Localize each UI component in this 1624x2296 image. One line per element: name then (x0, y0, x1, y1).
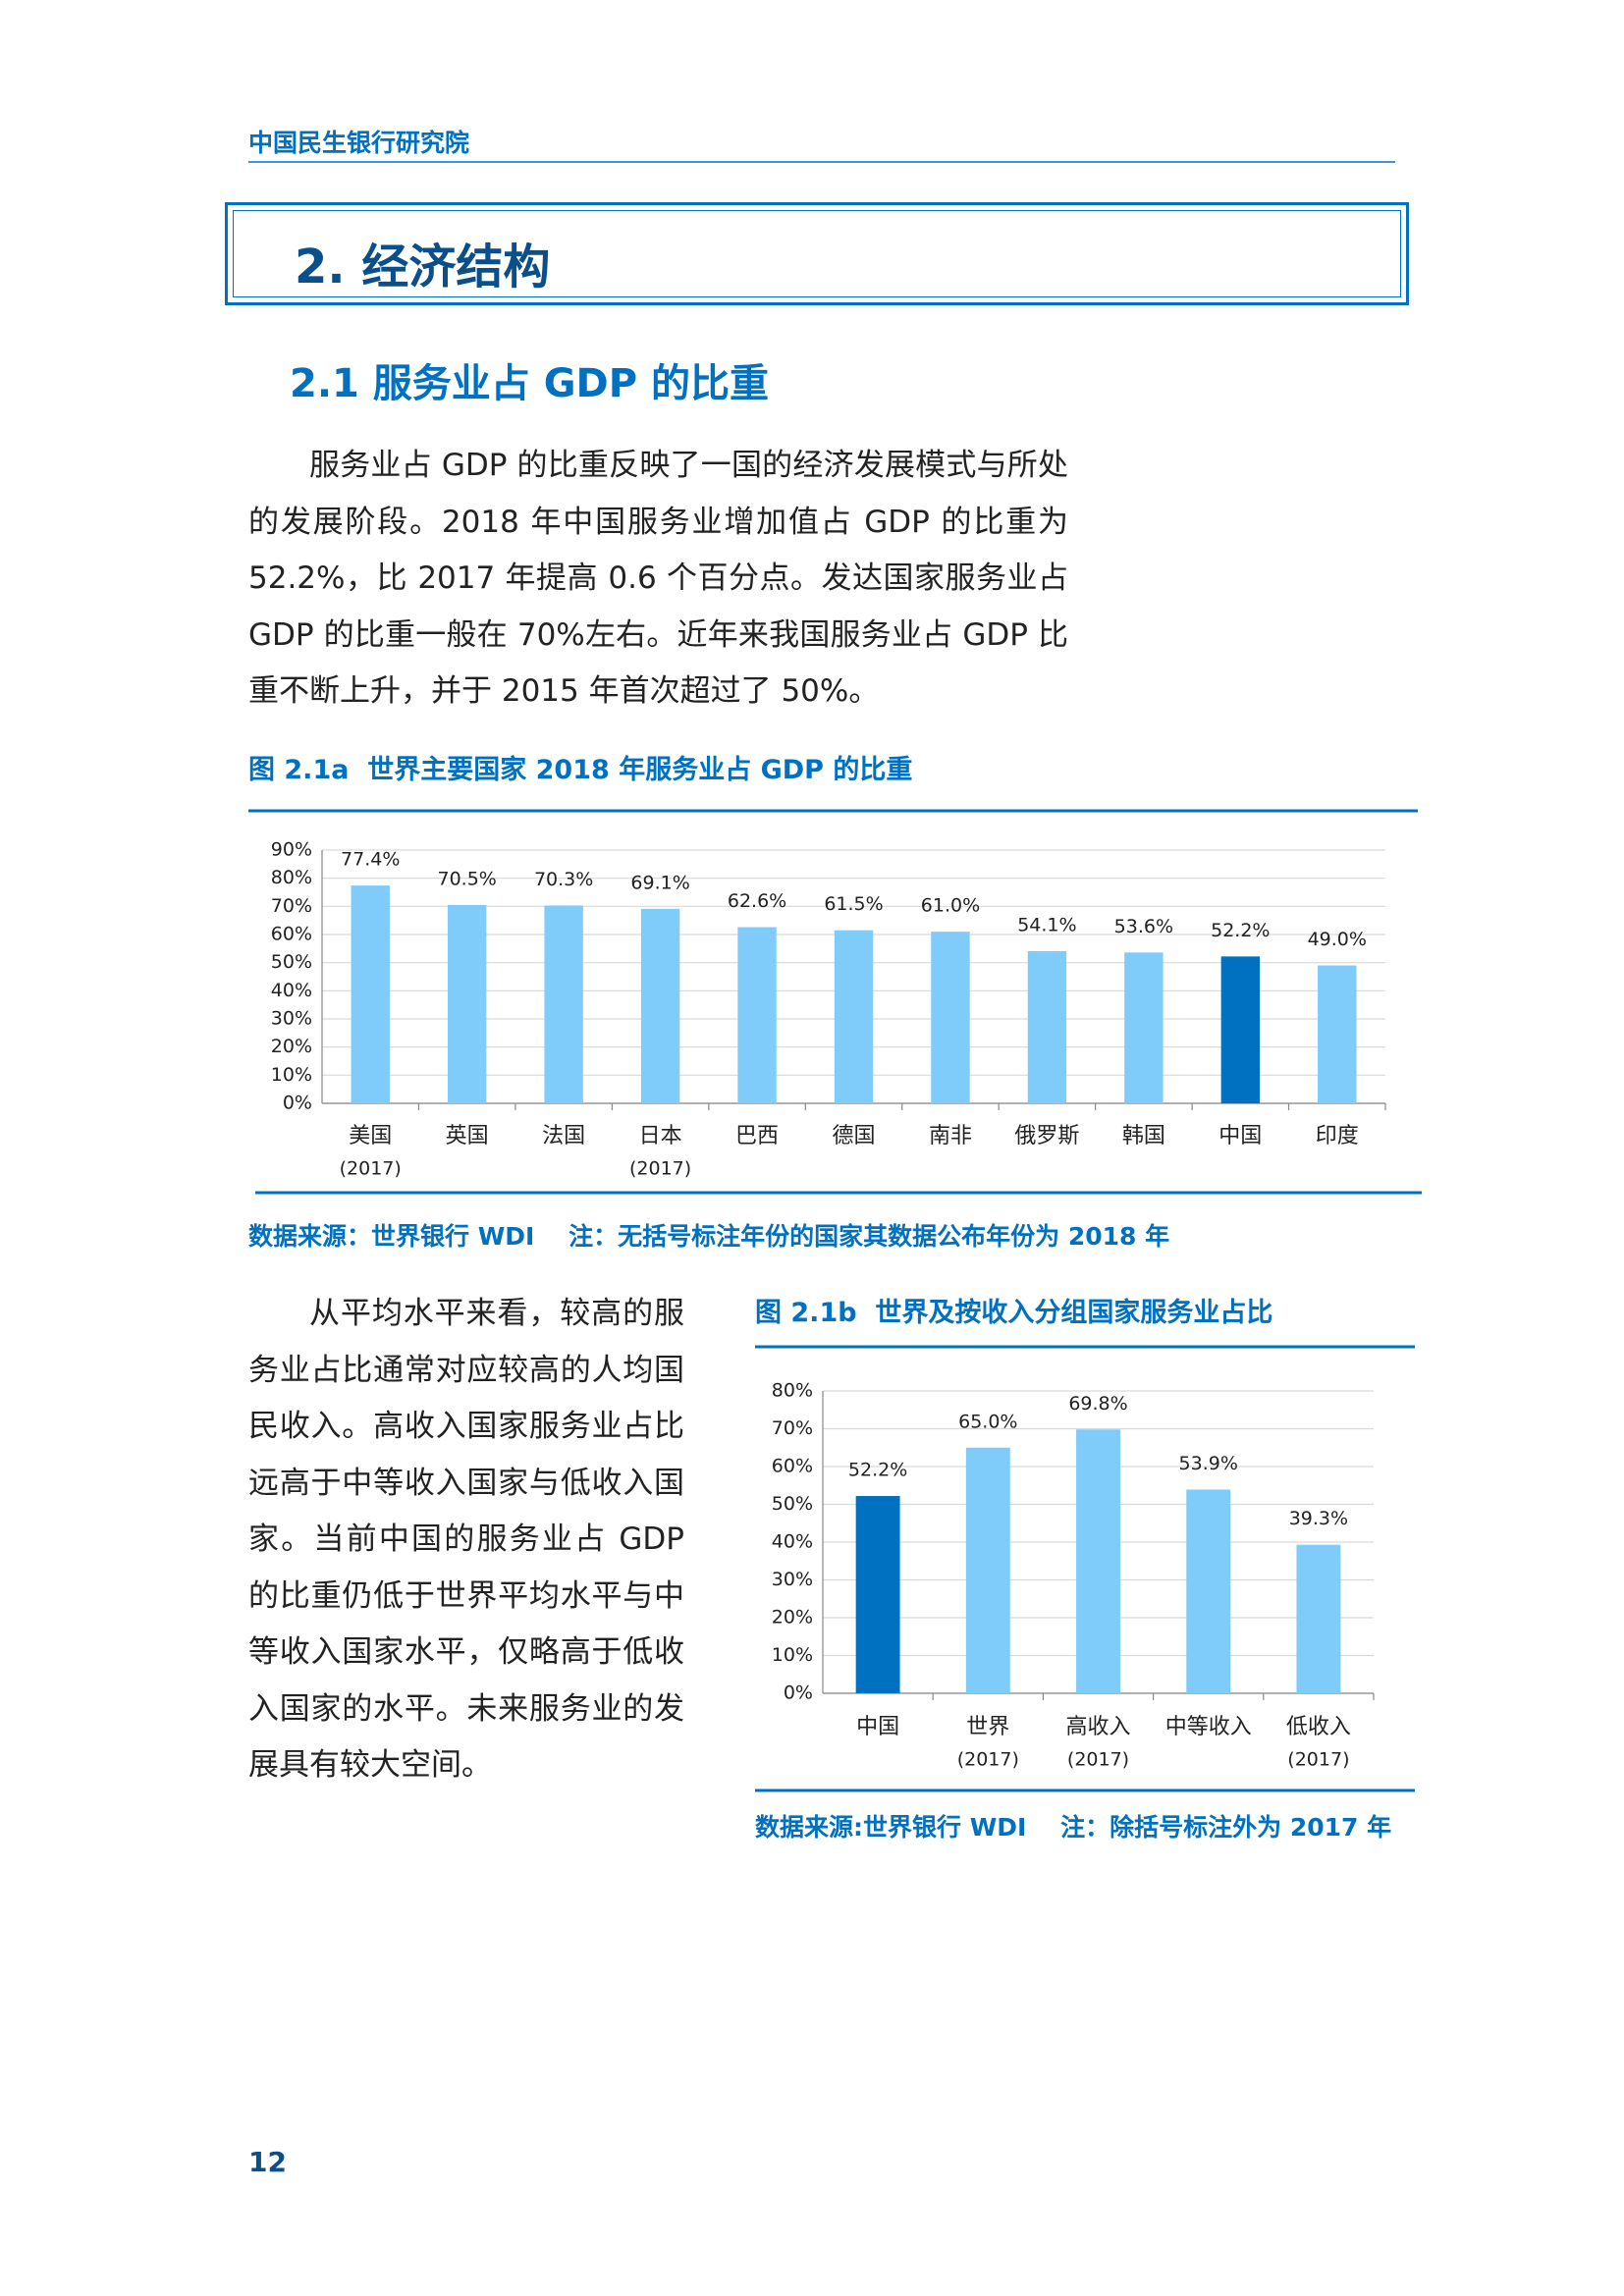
y-tick-label: 20% (271, 1036, 312, 1057)
x-tick-label: 世界 (966, 1715, 1009, 1739)
bar (447, 904, 487, 1103)
value-label: 39.3% (1289, 1508, 1348, 1529)
y-tick-label: 50% (271, 951, 312, 973)
bar (640, 908, 680, 1103)
value-label: 52.2% (1211, 920, 1270, 941)
value-label: 65.0% (958, 1411, 1017, 1432)
value-label: 53.9% (1179, 1453, 1238, 1474)
y-tick-label: 60% (772, 1456, 813, 1477)
x-tick-label: 南非 (929, 1124, 972, 1148)
y-tick-label: 40% (772, 1531, 813, 1553)
value-label: 53.6% (1114, 916, 1173, 937)
y-tick-label: 70% (271, 895, 312, 917)
x-tick-label: 印度 (1316, 1124, 1359, 1148)
chart-source: 数据来源:世界银行 WDI 注：除括号标注外为 2017 年 (755, 1813, 1392, 1842)
x-tick-label: 美国 (349, 1124, 392, 1148)
y-tick-label: 20% (772, 1607, 813, 1629)
x-tick-label: 俄罗斯 (1014, 1124, 1079, 1148)
bar (351, 885, 390, 1103)
value-label: 49.0% (1308, 929, 1367, 950)
section-title: 2. 经济结构 (295, 240, 551, 294)
value-label: 62.6% (728, 890, 786, 912)
bar (737, 927, 777, 1103)
bar (1186, 1489, 1231, 1693)
value-label: 77.4% (341, 849, 400, 871)
y-tick-label: 10% (772, 1644, 813, 1666)
value-label: 69.8% (1068, 1393, 1127, 1415)
section-box (225, 202, 1409, 305)
bar (1124, 952, 1164, 1103)
x-tick-note: (2017) (629, 1158, 691, 1180)
subsection-title: 2.1 服务业占 GDP 的比重 (290, 361, 769, 406)
y-tick-label: 30% (772, 1569, 813, 1590)
x-tick-label: 日本 (639, 1124, 682, 1148)
x-tick-label: 德国 (832, 1124, 875, 1148)
bar (834, 930, 874, 1103)
y-tick-label: 50% (772, 1493, 813, 1515)
x-tick-label: 高收入 (1065, 1715, 1130, 1739)
bar (1076, 1429, 1120, 1693)
bar (855, 1496, 900, 1693)
header-org: 中国民生银行研究院 (248, 129, 470, 157)
bar (1027, 950, 1067, 1103)
y-tick-label: 30% (271, 1008, 312, 1030)
chart-source: 数据来源：世界银行 WDI 注：无括号标注年份的国家其数据公布年份为 2018 … (248, 1222, 1170, 1251)
bar (931, 932, 970, 1103)
y-tick-label: 80% (772, 1380, 813, 1402)
x-tick-label: 低收入 (1286, 1715, 1351, 1739)
bar (544, 905, 583, 1103)
y-tick-label: 80% (271, 867, 312, 888)
bar (1220, 956, 1261, 1103)
y-tick-label: 90% (271, 839, 312, 861)
x-tick-label: 巴西 (735, 1124, 779, 1148)
y-tick-label: 60% (271, 924, 312, 945)
chart-title: 图 2.1a 世界主要国家 2018 年服务业占 GDP 的比重 (248, 755, 913, 785)
y-tick-label: 10% (271, 1064, 312, 1086)
x-tick-label: 法国 (542, 1124, 585, 1148)
y-tick-label: 0% (784, 1682, 813, 1704)
section-box-inner (233, 210, 1401, 297)
value-label: 70.3% (534, 869, 593, 890)
x-tick-label: 中国 (1218, 1124, 1262, 1148)
value-label: 61.0% (921, 895, 980, 917)
paragraph: 从平均水平来看，较高的服务业占比通常对应较高的人均国民收入。高收入国家服务业占比… (248, 1296, 684, 1783)
x-tick-note: (2017) (957, 1749, 1019, 1771)
bar (965, 1447, 1010, 1693)
value-label: 61.5% (824, 893, 883, 915)
bar (1296, 1544, 1341, 1693)
value-label: 70.5% (438, 868, 497, 889)
x-tick-label: 中国 (856, 1715, 899, 1739)
value-label: 52.2% (848, 1460, 907, 1481)
bar (1318, 965, 1357, 1103)
chart-title: 图 2.1b 世界及按收入分组国家服务业占比 (755, 1298, 1273, 1328)
x-tick-label: 韩国 (1122, 1124, 1165, 1148)
x-tick-label: 英国 (446, 1124, 489, 1148)
y-tick-label: 70% (772, 1417, 813, 1439)
y-tick-label: 40% (271, 980, 312, 1001)
page-number: 12 (248, 2146, 287, 2178)
x-tick-note: (2017) (1067, 1749, 1129, 1771)
x-tick-note: (2017) (340, 1158, 402, 1180)
value-label: 69.1% (630, 872, 689, 893)
value-label: 54.1% (1017, 914, 1076, 935)
y-tick-label: 0% (283, 1093, 312, 1114)
x-tick-note: (2017) (1287, 1749, 1349, 1771)
paragraph: 服务业占 GDP 的比重反映了一国的经济发展模式与所处的发展阶段。2018 年中… (248, 448, 1068, 709)
x-tick-label: 中等收入 (1165, 1715, 1252, 1739)
